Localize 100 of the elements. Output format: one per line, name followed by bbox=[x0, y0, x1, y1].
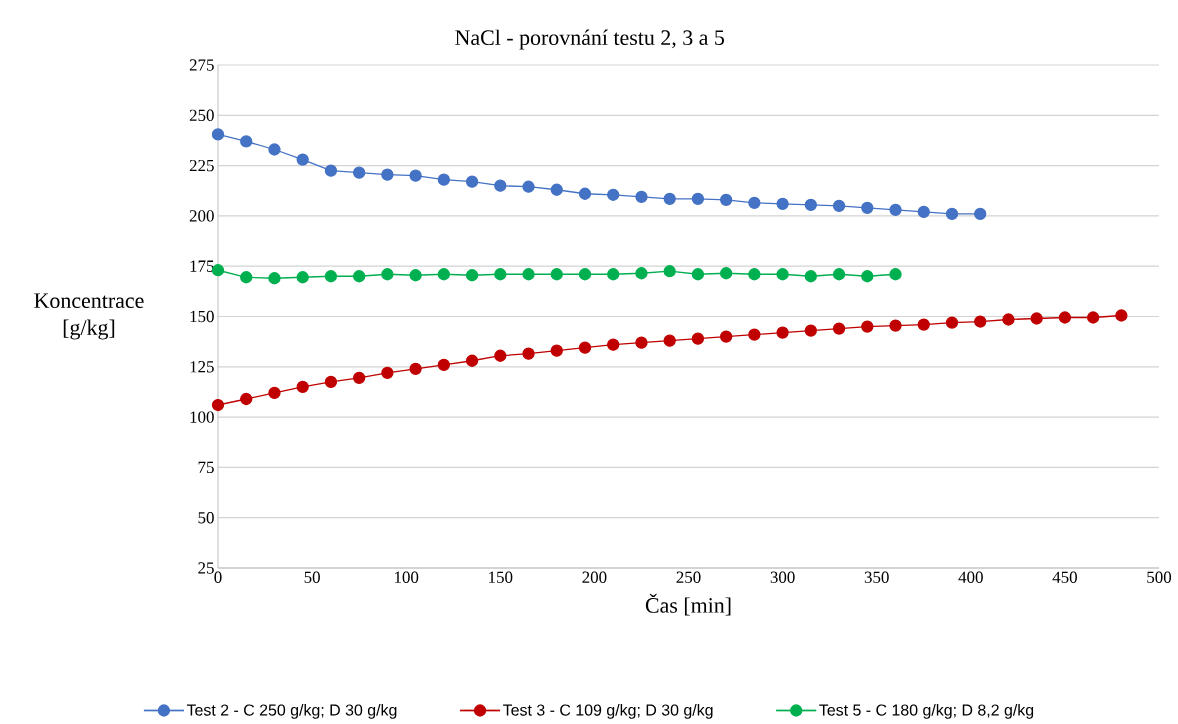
point bbox=[945, 207, 959, 221]
point bbox=[409, 169, 422, 182]
point bbox=[437, 268, 450, 281]
point bbox=[1030, 312, 1043, 325]
point bbox=[776, 197, 789, 210]
point bbox=[381, 366, 394, 379]
point bbox=[889, 203, 902, 217]
point bbox=[1058, 311, 1072, 324]
point bbox=[607, 268, 620, 281]
point bbox=[522, 347, 535, 360]
point bbox=[804, 198, 817, 211]
point bbox=[211, 128, 225, 141]
point bbox=[240, 392, 253, 406]
point bbox=[889, 268, 902, 281]
x-tick-label: 0 bbox=[214, 571, 222, 583]
point bbox=[240, 271, 253, 284]
point bbox=[240, 135, 253, 148]
point bbox=[522, 180, 535, 193]
x-axis-title: Čas [min] bbox=[645, 593, 731, 616]
point bbox=[719, 330, 733, 343]
point bbox=[550, 183, 563, 196]
y-tick-label: 225 bbox=[189, 159, 214, 172]
point bbox=[522, 268, 535, 281]
point bbox=[748, 328, 761, 341]
point bbox=[861, 270, 874, 283]
point bbox=[578, 341, 592, 354]
point bbox=[437, 358, 450, 371]
x-tick-label: 350 bbox=[864, 571, 889, 583]
point bbox=[663, 192, 676, 205]
x-tick-label: 400 bbox=[958, 571, 983, 583]
y-tick-label: 50 bbox=[198, 511, 214, 524]
point bbox=[832, 322, 846, 335]
point bbox=[607, 188, 620, 201]
point bbox=[635, 267, 648, 280]
point bbox=[409, 269, 422, 282]
y-tick-label: 75 bbox=[198, 461, 214, 474]
x-tick-label: 50 bbox=[304, 571, 320, 583]
point bbox=[945, 316, 959, 329]
point bbox=[465, 354, 479, 367]
x-tick-label: 450 bbox=[1052, 571, 1077, 583]
point bbox=[324, 270, 338, 283]
y-tick-label: 100 bbox=[190, 411, 214, 423]
point bbox=[465, 175, 479, 188]
point bbox=[1002, 313, 1015, 326]
point bbox=[748, 268, 761, 281]
point bbox=[635, 336, 648, 349]
y-axis-title: Koncentrace [g/kg] bbox=[34, 293, 144, 340]
y-tick-label: 275 bbox=[189, 59, 214, 71]
point bbox=[268, 143, 281, 156]
point bbox=[635, 190, 648, 203]
legend-label: Test 2 - C 250 g/kg; D 30 g/kg bbox=[186, 703, 397, 719]
point bbox=[804, 270, 817, 283]
point bbox=[917, 318, 930, 331]
point bbox=[663, 334, 676, 347]
point bbox=[465, 269, 479, 282]
point bbox=[917, 205, 930, 219]
point bbox=[776, 326, 789, 339]
point bbox=[268, 386, 281, 400]
point bbox=[353, 270, 366, 283]
point bbox=[268, 272, 281, 285]
point bbox=[974, 207, 987, 221]
x-tick-label: 100 bbox=[394, 571, 419, 583]
point bbox=[578, 187, 592, 200]
x-tick-label: 500 bbox=[1147, 571, 1172, 583]
y-tick-label: 150 bbox=[190, 310, 214, 323]
point bbox=[663, 265, 676, 278]
x-tick-label: 200 bbox=[582, 571, 607, 583]
legend-label: Test 3 - C 109 g/kg; D 30 g/kg bbox=[503, 703, 713, 719]
point bbox=[889, 319, 902, 332]
legend-label: Test 5 - C 180 g/kg; D 8,2 g/kg bbox=[819, 703, 1034, 719]
point bbox=[409, 362, 422, 375]
point bbox=[296, 153, 309, 166]
y-tick-label: 125 bbox=[190, 361, 214, 373]
point bbox=[324, 164, 338, 177]
point bbox=[353, 166, 366, 179]
point bbox=[437, 173, 450, 186]
point bbox=[719, 193, 733, 206]
y-tick-label: 25 bbox=[198, 562, 214, 574]
point bbox=[296, 271, 309, 284]
y-tick-label: 250 bbox=[189, 109, 214, 122]
point bbox=[776, 268, 789, 281]
point bbox=[550, 344, 563, 357]
point bbox=[832, 199, 846, 212]
point bbox=[211, 398, 225, 412]
point bbox=[607, 338, 620, 351]
point bbox=[381, 268, 394, 281]
point bbox=[974, 315, 987, 328]
point bbox=[691, 268, 705, 281]
x-tick-label: 150 bbox=[489, 571, 513, 583]
point bbox=[550, 268, 563, 281]
x-tick-label: 300 bbox=[770, 571, 795, 583]
x-tick-label: 250 bbox=[676, 571, 701, 583]
point bbox=[719, 267, 733, 280]
point bbox=[381, 168, 394, 181]
point bbox=[494, 268, 507, 281]
point bbox=[691, 332, 705, 345]
point bbox=[578, 268, 592, 281]
point bbox=[296, 380, 309, 394]
point bbox=[494, 349, 507, 362]
point bbox=[324, 375, 338, 389]
